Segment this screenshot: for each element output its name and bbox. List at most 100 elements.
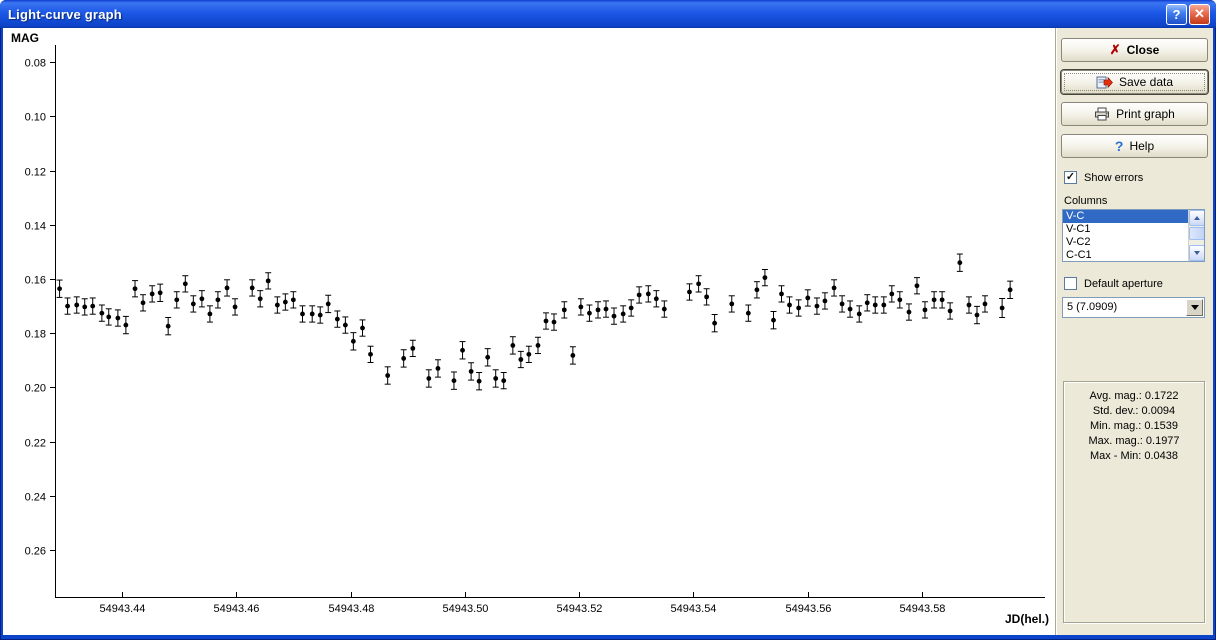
data-point — [74, 302, 80, 308]
chevron-down-icon — [1190, 305, 1199, 310]
x-axis-title: JD(hel.) — [1004, 612, 1049, 626]
data-point-group — [913, 277, 920, 295]
data-point — [157, 290, 163, 296]
data-point — [914, 283, 920, 289]
data-point-group — [947, 302, 954, 320]
scrollbar-thumb[interactable] — [1189, 227, 1204, 240]
list-item-v-c1[interactable]: V-C1 — [1066, 223, 1091, 235]
scroll-up-button[interactable] — [1189, 210, 1204, 226]
data-point — [368, 351, 373, 357]
data-point — [595, 307, 601, 313]
data-point-group — [661, 300, 668, 318]
data-point-group — [728, 295, 735, 313]
data-point — [224, 285, 230, 291]
data-point — [132, 286, 138, 292]
data-point-group — [89, 297, 96, 315]
data-point — [249, 285, 255, 291]
data-point-group — [149, 285, 156, 303]
columns-scrollbar[interactable] — [1188, 210, 1204, 261]
data-point-group — [653, 290, 660, 308]
data-point-group — [476, 372, 483, 391]
x-tick-label: 54943.58 — [900, 603, 946, 615]
data-point — [501, 378, 507, 384]
columns-listbox[interactable]: V-C V-C1 V-C2 C-C1 — [1062, 209, 1205, 262]
data-point-group — [299, 305, 306, 323]
data-point — [174, 297, 180, 303]
window-close-button[interactable]: ✕ — [1189, 3, 1210, 25]
data-point-group — [105, 308, 112, 326]
data-point-group — [224, 279, 231, 297]
data-point-group — [965, 296, 972, 314]
data-point — [274, 302, 280, 308]
data-point — [334, 316, 340, 322]
save-data-button[interactable]: Save data — [1061, 70, 1208, 94]
question-mark-icon: ? — [1114, 138, 1124, 154]
titlebar[interactable]: Light-curve graph ? ✕ — [0, 0, 1216, 28]
data-point-group — [525, 345, 532, 363]
data-point-group — [595, 301, 602, 319]
data-point-group — [122, 315, 129, 335]
help-button[interactable]: ? Help — [1061, 134, 1208, 158]
data-point-group — [384, 366, 391, 385]
data-point-group — [190, 295, 197, 313]
data-point-group — [864, 294, 871, 312]
data-point-group — [492, 369, 499, 388]
data-point-group — [586, 304, 593, 322]
data-point-group — [931, 291, 938, 309]
data-point-group — [400, 349, 407, 368]
statistics-box: Avg. mag.: 0.1722 Std. dev.: 0.0094 Min.… — [1063, 381, 1205, 623]
data-point-group — [325, 294, 332, 314]
data-point — [787, 302, 792, 308]
data-point — [754, 287, 760, 293]
data-point — [451, 378, 457, 384]
show-errors-checkbox[interactable]: ✓ — [1064, 171, 1077, 184]
data-point-group — [342, 316, 349, 334]
data-point-group — [745, 304, 752, 322]
data-point — [140, 300, 146, 306]
data-point — [771, 317, 776, 323]
data-point-group — [334, 310, 341, 328]
x-tick-label: 54943.54 — [671, 603, 717, 615]
data-point-group — [645, 285, 652, 303]
default-aperture-checkbox[interactable] — [1064, 277, 1077, 290]
sidebar: ✗ Close Save data — [1055, 28, 1213, 635]
data-point-group — [577, 298, 584, 316]
aperture-combobox[interactable]: 5 (7.0909) — [1062, 297, 1205, 318]
data-point — [889, 291, 895, 297]
data-point — [974, 312, 980, 318]
close-button[interactable]: ✗ Close — [1061, 38, 1208, 62]
data-point-group — [173, 291, 180, 309]
data-point — [468, 369, 474, 374]
data-point — [561, 307, 567, 313]
data-point-group — [905, 303, 912, 321]
print-graph-button[interactable]: Print graph — [1061, 102, 1208, 126]
list-item-v-c[interactable]: V-C — [1063, 210, 1188, 223]
data-point-group — [157, 283, 164, 302]
data-point-group — [628, 299, 635, 317]
data-point — [628, 305, 634, 311]
window-help-button[interactable]: ? — [1166, 3, 1187, 25]
data-point — [282, 299, 288, 305]
combobox-dropdown-button[interactable] — [1186, 299, 1203, 316]
data-point-group — [770, 311, 777, 330]
data-point-group — [921, 301, 928, 319]
stat-max-min: Max - Min: 0.0438 — [1089, 450, 1179, 462]
data-point — [729, 301, 735, 307]
y-axis-title: MAG — [11, 31, 39, 45]
data-point — [149, 291, 155, 297]
data-point — [476, 378, 482, 384]
data-point-group — [459, 341, 466, 360]
data-point — [1007, 287, 1013, 293]
data-point — [410, 345, 416, 351]
data-point — [881, 302, 887, 308]
scroll-down-button[interactable] — [1189, 245, 1204, 261]
data-point — [906, 309, 912, 315]
data-point-group — [821, 292, 828, 310]
x-tick-label: 54943.52 — [557, 603, 603, 615]
y-tick-label: 0.10 — [25, 112, 46, 124]
data-point-group — [450, 371, 457, 390]
data-point — [290, 297, 296, 303]
data-point — [796, 305, 802, 311]
list-item-v-c2[interactable]: V-C2 — [1066, 236, 1091, 248]
list-item-c-c1[interactable]: C-C1 — [1066, 249, 1092, 261]
